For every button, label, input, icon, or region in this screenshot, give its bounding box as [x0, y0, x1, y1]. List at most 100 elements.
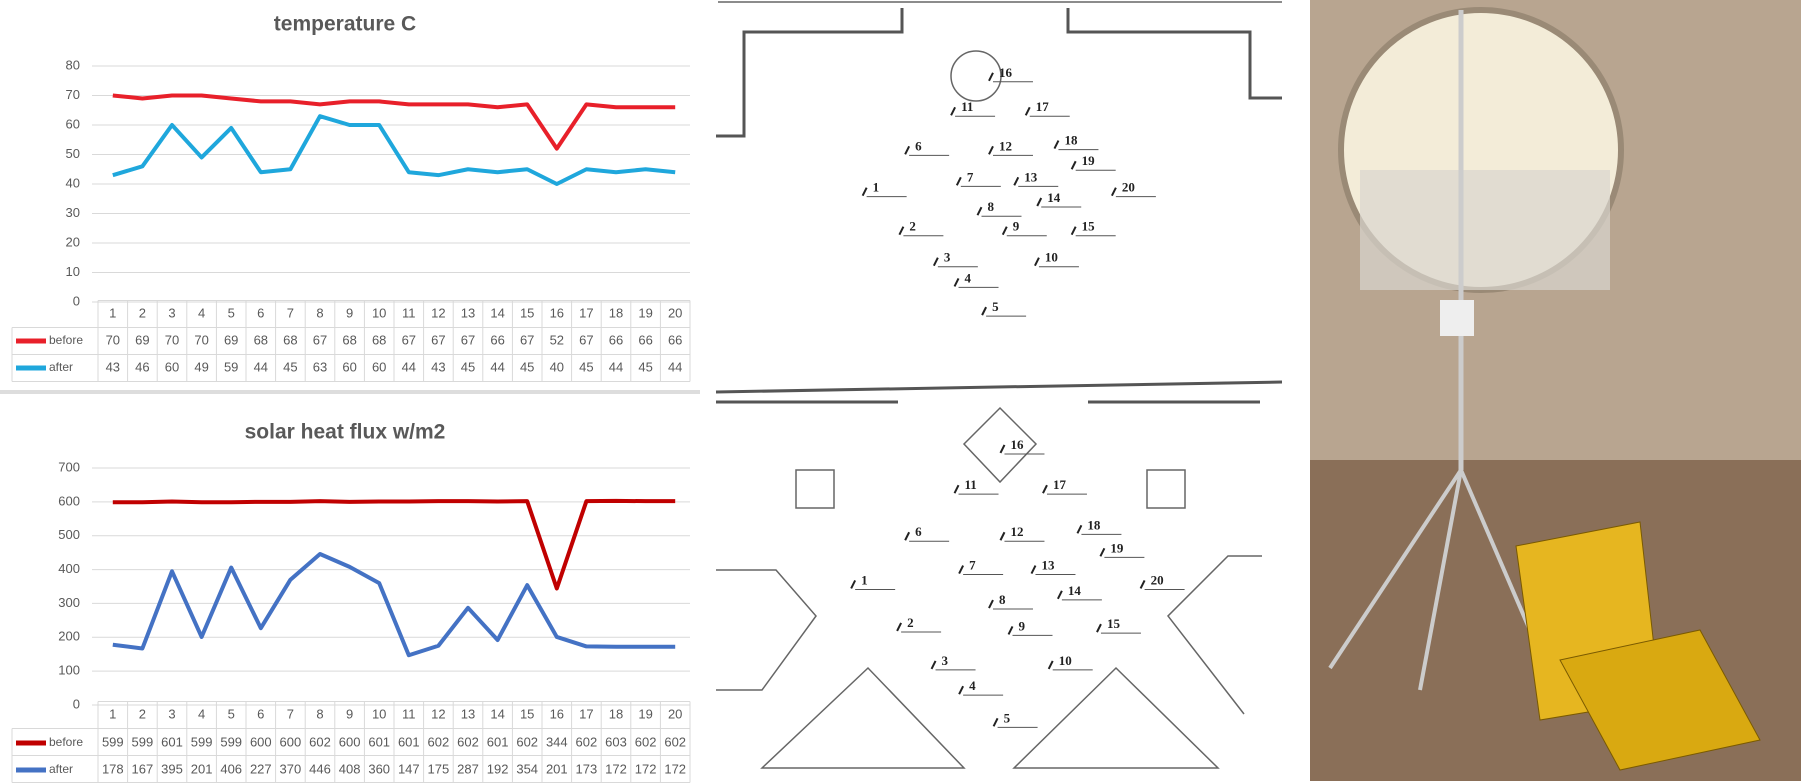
table-value: 354 — [516, 761, 538, 776]
x-tick-label: 18 — [609, 706, 623, 721]
x-tick-label: 17 — [579, 706, 593, 721]
table-value: 67 — [313, 332, 327, 347]
site-photo — [1310, 0, 1801, 781]
table-value: 60 — [165, 359, 179, 374]
sensor-label: 18 — [1064, 133, 1078, 148]
table-value: 45 — [461, 359, 475, 374]
figure: 1234567891011121314151617181920 12345678… — [0, 0, 1801, 783]
table-value: 172 — [635, 761, 657, 776]
sensor-label: 13 — [1024, 169, 1038, 184]
photo-city — [1360, 170, 1610, 290]
y-tick-label: 500 — [58, 527, 80, 542]
table-value: 287 — [457, 761, 479, 776]
sensor-label: 11 — [965, 477, 977, 492]
x-tick-label: 12 — [431, 305, 445, 320]
x-tick-label: 20 — [668, 706, 682, 721]
sensor-label: 1 — [861, 572, 868, 587]
table-value: 599 — [102, 734, 124, 749]
table-value: 44 — [490, 359, 504, 374]
table-value: 599 — [132, 734, 154, 749]
x-tick-label: 7 — [287, 706, 294, 721]
table-value: 52 — [550, 332, 564, 347]
table-value: 601 — [161, 734, 183, 749]
sensor-label: 16 — [999, 65, 1013, 80]
x-tick-label: 8 — [316, 706, 323, 721]
table-value: 40 — [550, 359, 564, 374]
table-value: 69 — [224, 332, 238, 347]
sensor-label: 6 — [915, 138, 922, 153]
sensor-label: 4 — [969, 678, 976, 693]
table-value: 602 — [516, 734, 538, 749]
sensor-label: 8 — [987, 199, 994, 214]
table-value: 67 — [579, 332, 593, 347]
sensor-label: 9 — [1019, 618, 1026, 633]
x-tick-label: 4 — [198, 706, 205, 721]
table-value: 69 — [135, 332, 149, 347]
table-value: 178 — [102, 761, 124, 776]
table-value: 45 — [579, 359, 593, 374]
x-tick-label: 5 — [228, 706, 235, 721]
table-value: 172 — [664, 761, 686, 776]
x-tick-label: 15 — [520, 305, 534, 320]
table-value: 67 — [520, 332, 534, 347]
table-value: 44 — [668, 359, 682, 374]
sensor-label: 15 — [1107, 616, 1121, 631]
y-tick-label: 60 — [66, 116, 80, 131]
table-value: 66 — [609, 332, 623, 347]
table-value: 395 — [161, 761, 183, 776]
table-value: 66 — [638, 332, 652, 347]
x-tick-label: 13 — [461, 706, 475, 721]
legend-label: before — [49, 735, 83, 749]
y-tick-label: 40 — [66, 175, 80, 190]
x-tick-label: 13 — [461, 305, 475, 320]
table-value: 68 — [342, 332, 356, 347]
table-value: 600 — [250, 734, 272, 749]
table-value: 70 — [165, 332, 179, 347]
x-tick-label: 2 — [139, 706, 146, 721]
table-value: 600 — [339, 734, 361, 749]
table-value: 147 — [398, 761, 420, 776]
sensor-label: 5 — [1004, 710, 1011, 725]
sensor-label: 6 — [915, 524, 922, 539]
x-tick-label: 18 — [609, 305, 623, 320]
table-value: 60 — [372, 359, 386, 374]
table-value: 67 — [431, 332, 445, 347]
y-tick-label: 0 — [73, 293, 80, 308]
table-value: 602 — [576, 734, 598, 749]
sensor-label: 11 — [961, 99, 973, 114]
table-value: 46 — [135, 359, 149, 374]
sensor-label: 2 — [909, 219, 916, 234]
sensor-label: 10 — [1059, 653, 1072, 668]
x-tick-label: 1 — [109, 305, 116, 320]
table-value: 602 — [309, 734, 331, 749]
y-tick-label: 700 — [58, 459, 80, 474]
x-tick-label: 9 — [346, 305, 353, 320]
table-value: 600 — [280, 734, 302, 749]
x-tick-label: 16 — [550, 706, 564, 721]
table-value: 68 — [372, 332, 386, 347]
x-tick-label: 8 — [316, 305, 323, 320]
table-value: 408 — [339, 761, 361, 776]
table-value: 601 — [398, 734, 420, 749]
table-value: 49 — [194, 359, 208, 374]
table-value: 602 — [428, 734, 450, 749]
x-tick-label: 19 — [638, 305, 652, 320]
table-value: 599 — [220, 734, 242, 749]
x-tick-label: 19 — [638, 706, 652, 721]
table-value: 63 — [313, 359, 327, 374]
sensor-label: 8 — [999, 592, 1006, 607]
table-value: 44 — [609, 359, 623, 374]
table-value: 602 — [664, 734, 686, 749]
table-value: 43 — [431, 359, 445, 374]
x-tick-label: 3 — [168, 305, 175, 320]
x-tick-label: 16 — [550, 305, 564, 320]
legend-label: before — [49, 333, 83, 347]
table-value: 599 — [191, 734, 213, 749]
sensor-label: 3 — [944, 250, 951, 265]
sensor-label: 2 — [907, 615, 914, 630]
x-tick-label: 14 — [490, 706, 504, 721]
y-tick-label: 80 — [66, 57, 80, 72]
table-value: 360 — [368, 761, 390, 776]
sensor-label: 10 — [1045, 250, 1058, 265]
x-tick-label: 5 — [228, 305, 235, 320]
